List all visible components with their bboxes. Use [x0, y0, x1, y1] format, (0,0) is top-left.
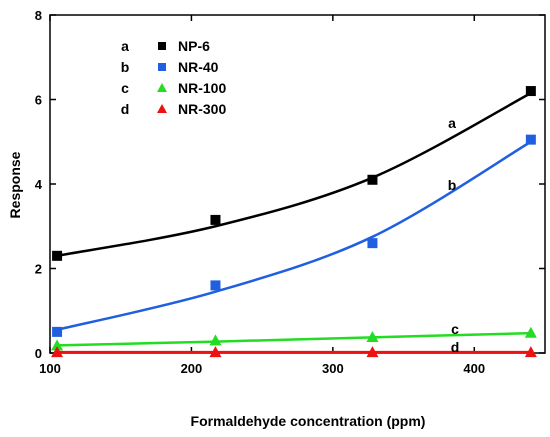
y-tick-label: 4: [35, 177, 43, 192]
x-axis-title: Formaldehyde concentration (ppm): [191, 413, 426, 429]
data-point-a: [525, 86, 536, 97]
curve-label-a: a: [448, 115, 456, 131]
legend-label-a: NP-6: [178, 38, 210, 54]
curve-label-b: b: [448, 177, 457, 193]
data-point-a: [367, 174, 378, 185]
data-point-d: [51, 346, 64, 358]
legend-key-b: b: [121, 59, 130, 75]
legend-label-d: NR-300: [178, 101, 226, 117]
data-point-b: [367, 238, 378, 249]
legend-marker-d: [157, 104, 167, 113]
curve-label-c: c: [451, 321, 459, 337]
legend-label-b: NR-40: [178, 59, 219, 75]
data-point-d: [209, 346, 222, 358]
legend-marker-a: [158, 42, 166, 50]
data-point-b: [210, 280, 221, 291]
legend-key-c: c: [121, 80, 129, 96]
fit-curve-b: [56, 140, 532, 331]
data-point-b: [525, 134, 536, 145]
y-tick-label: 0: [35, 346, 42, 361]
curve-label-d: d: [451, 339, 460, 355]
x-tick-label: 100: [39, 361, 61, 376]
y-tick-label: 2: [35, 262, 42, 277]
data-point-c: [51, 339, 64, 351]
fit-curve-c: [57, 331, 531, 347]
data-point-a: [52, 250, 63, 261]
x-tick-label: 400: [463, 361, 485, 376]
y-axis-title: Response: [7, 151, 23, 218]
legend-key-d: d: [121, 101, 130, 117]
data-point-d: [366, 346, 379, 358]
legend-marker-b: [158, 63, 166, 71]
legend-marker-c: [157, 83, 167, 92]
data-point-c: [209, 334, 222, 346]
y-tick-label: 8: [35, 8, 42, 23]
data-point-c: [524, 326, 537, 338]
legend-key-a: a: [121, 38, 129, 54]
data-point-b: [52, 326, 63, 337]
fit-curve-a: [56, 92, 532, 258]
data-point-d: [524, 346, 537, 358]
legend-label-c: NR-100: [178, 80, 226, 96]
y-tick-label: 6: [35, 93, 42, 108]
data-point-a: [210, 214, 221, 225]
data-point-c: [366, 330, 379, 342]
x-tick-label: 300: [322, 361, 344, 376]
x-tick-label: 200: [181, 361, 203, 376]
